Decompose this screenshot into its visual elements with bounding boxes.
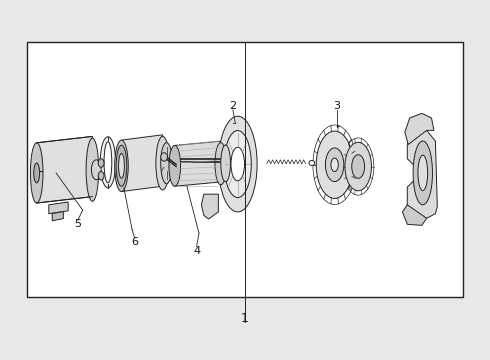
Polygon shape	[49, 202, 68, 214]
Ellipse shape	[30, 143, 43, 203]
Ellipse shape	[325, 148, 344, 181]
Polygon shape	[175, 141, 221, 186]
Ellipse shape	[331, 158, 338, 171]
Ellipse shape	[231, 147, 245, 181]
Ellipse shape	[115, 140, 128, 192]
Ellipse shape	[100, 137, 116, 188]
Ellipse shape	[413, 141, 433, 205]
Polygon shape	[52, 212, 63, 221]
Polygon shape	[201, 194, 219, 219]
Text: 6: 6	[131, 237, 138, 247]
Ellipse shape	[316, 131, 353, 198]
Polygon shape	[37, 136, 93, 203]
Ellipse shape	[161, 143, 172, 184]
Ellipse shape	[161, 153, 168, 161]
Ellipse shape	[156, 136, 170, 190]
Ellipse shape	[418, 155, 428, 191]
Text: 5: 5	[74, 219, 81, 229]
Ellipse shape	[224, 131, 251, 198]
Ellipse shape	[215, 143, 226, 185]
Ellipse shape	[352, 155, 365, 178]
Ellipse shape	[221, 145, 230, 182]
Ellipse shape	[34, 163, 40, 183]
Ellipse shape	[86, 138, 98, 201]
Ellipse shape	[98, 159, 104, 167]
Ellipse shape	[119, 153, 124, 178]
Polygon shape	[402, 205, 427, 225]
Polygon shape	[122, 135, 163, 192]
Ellipse shape	[219, 116, 257, 212]
Ellipse shape	[116, 145, 127, 186]
Ellipse shape	[309, 161, 315, 166]
Text: 2: 2	[229, 100, 237, 111]
Polygon shape	[407, 127, 437, 219]
Ellipse shape	[169, 145, 181, 186]
Text: 4: 4	[193, 246, 200, 256]
Polygon shape	[405, 113, 434, 145]
Ellipse shape	[104, 142, 112, 183]
Ellipse shape	[345, 142, 371, 191]
Bar	[27, 42, 463, 297]
Ellipse shape	[98, 171, 104, 180]
Ellipse shape	[92, 160, 101, 180]
Text: 1: 1	[241, 312, 249, 325]
Text: 3: 3	[334, 100, 341, 111]
